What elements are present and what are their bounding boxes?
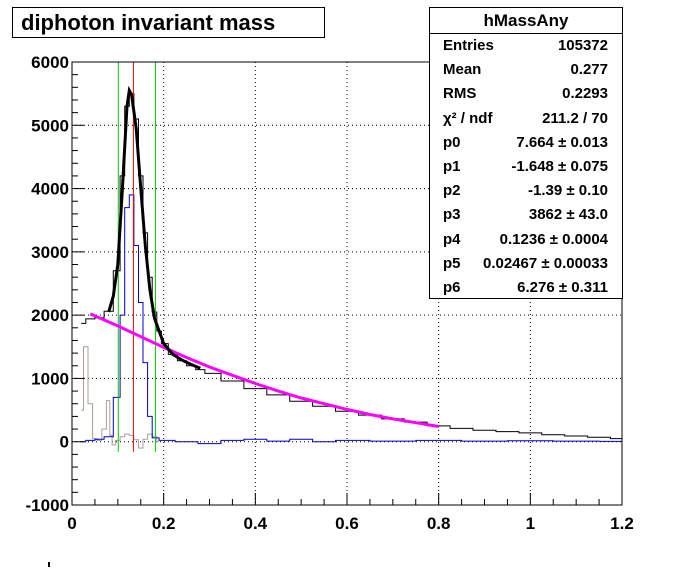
blue-histogram-series <box>81 194 622 445</box>
fit-background-curve <box>89 312 439 428</box>
stats-key: p3 <box>443 206 461 224</box>
stats-value: 105372 <box>557 37 608 54</box>
stats-box: hMassAny Entries 105372 Mean 0.277 RMS 0.2293… <box>429 7 623 299</box>
x-tick-label: 0.8 <box>427 514 451 533</box>
stats-row: Entries 105372 <box>430 34 622 58</box>
stats-key: p2 <box>443 182 461 200</box>
fit-background-path <box>89 312 439 428</box>
y-tick-label: -1000 <box>26 496 69 515</box>
stats-value: 211.2 / 70 <box>542 109 608 127</box>
y-tick-label: 2000 <box>31 306 69 325</box>
stray-mark <box>48 562 50 567</box>
window-lines <box>117 62 156 452</box>
y-tick-label: 0 <box>60 433 69 452</box>
stats-value: 7.664 ± 0.013 <box>516 133 608 151</box>
stats-value: 3862 ± 43.0 <box>528 206 608 224</box>
stats-value: 0.1236 ± 0.0004 <box>499 230 608 248</box>
y-tick-label: 4000 <box>31 180 69 199</box>
x-tick-label: 1.2 <box>610 514 634 533</box>
y-tick-label: 5000 <box>31 116 69 135</box>
stats-row: p4 0.1236 ± 0.0004 <box>430 228 622 252</box>
chart-title: diphoton invariant mass <box>12 7 325 38</box>
stats-row: Mean 0.277 <box>430 58 622 82</box>
stats-value: 0.2293 <box>562 85 608 103</box>
y-tick-label: 3000 <box>31 243 69 262</box>
stats-value: 0.02467 ± 0.00033 <box>482 254 608 272</box>
stats-key: p0 <box>443 133 461 151</box>
blue-histogram-path <box>81 194 622 445</box>
x-tick-label: 0.2 <box>152 514 176 533</box>
x-tick-label: 0.4 <box>244 514 268 533</box>
stats-key: p1 <box>443 157 461 175</box>
x-tick-label: 1 <box>526 514 535 533</box>
stats-value: -1.648 ± 0.075 <box>511 157 608 175</box>
fit-total-path <box>107 85 201 370</box>
stats-row: p2 -1.39 ± 0.10 <box>430 179 622 203</box>
stats-row: p3 3862 ± 43.0 <box>430 203 622 227</box>
stats-key: p6 <box>443 278 461 296</box>
stats-row: χ² / ndf 211.2 / 70 <box>430 107 622 131</box>
y-tick-label: 1000 <box>31 369 69 388</box>
x-tick-label: 0 <box>67 514 76 533</box>
stats-key: p4 <box>443 230 461 248</box>
stats-key: Mean <box>443 61 482 79</box>
y-tick-label: 6000 <box>31 53 69 72</box>
stats-key: p5 <box>443 254 461 272</box>
x-tick-label: 0.6 <box>335 514 359 533</box>
stats-key: χ² / ndf <box>443 109 493 127</box>
stats-row: p1 -1.648 ± 0.075 <box>430 155 622 179</box>
stats-key: Entries <box>443 37 494 54</box>
stats-value: -1.39 ± 0.10 <box>528 182 608 200</box>
stats-title: hMassAny <box>430 8 622 34</box>
stats-row: p6 6.276 ± 0.311 <box>430 276 622 300</box>
stats-value: 0.277 <box>570 61 608 79</box>
stats-rows: Entries 105372 Mean 0.277 RMS 0.2293 χ² / ndf 2… <box>430 34 622 300</box>
stats-row: p0 7.664 ± 0.013 <box>430 131 622 155</box>
fit-total-curve <box>107 85 201 370</box>
stats-row: p5 0.02467 ± 0.00033 <box>430 252 622 276</box>
stats-key: RMS <box>443 85 477 103</box>
stats-value: 6.276 ± 0.311 <box>517 278 608 296</box>
stats-row: RMS 0.2293 <box>430 82 622 106</box>
